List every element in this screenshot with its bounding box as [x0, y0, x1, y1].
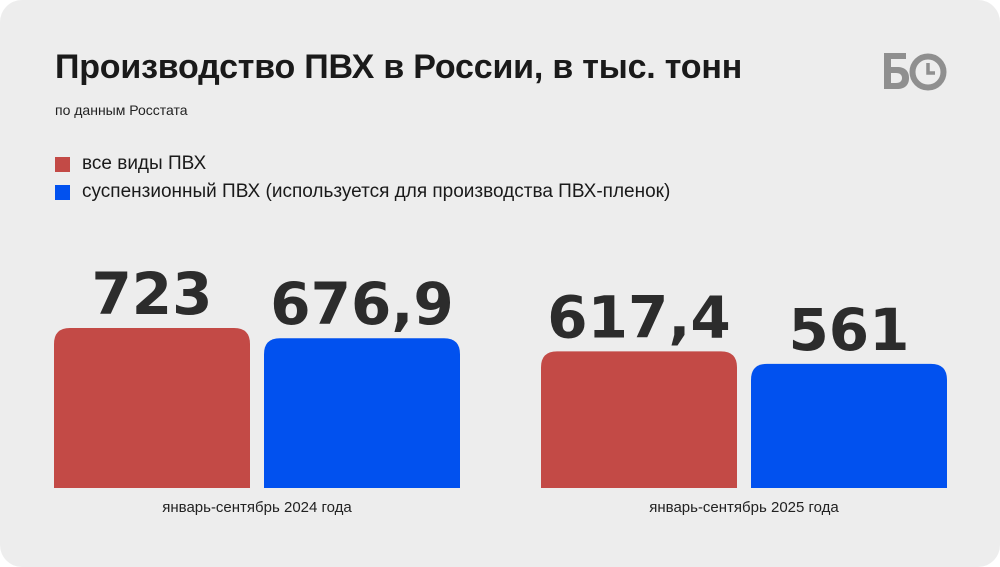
- category-label: январь-сентябрь 2024 года: [162, 499, 352, 516]
- legend-swatch-blue: [55, 184, 70, 200]
- bar-value-label: 617,4: [547, 283, 730, 351]
- bar-suspension-pvc-1: [264, 338, 460, 488]
- legend-item-suspension-pvc: суспензионный ПВХ (используется для прои…: [55, 178, 670, 206]
- bo-logo-icon: [884, 53, 947, 91]
- chart-title: Производство ПВХ в России, в тыс. тонн: [55, 48, 743, 86]
- legend-item-all-pvc: все виды ПВХ: [55, 150, 670, 178]
- category-label: январь-сентябрь 2025 года: [649, 499, 839, 516]
- bar-suspension-pvc-2: [751, 363, 947, 488]
- chart-subtitle: по данным Росстата: [55, 102, 188, 118]
- bar-value-label: 723: [91, 260, 212, 328]
- legend-label: все виды ПВХ: [82, 153, 207, 174]
- bar-all-pvc-1: [54, 328, 250, 488]
- legend-label: суспензионный ПВХ (используется для прои…: [82, 181, 671, 202]
- bar-value-label: 561: [788, 296, 909, 364]
- bar-value-label: 676,9: [270, 270, 453, 338]
- bar-all-pvc-2: [541, 351, 737, 488]
- chart-legend: все виды ПВХ суспензионный ПВХ (использу…: [55, 150, 670, 206]
- legend-swatch-red: [55, 156, 70, 172]
